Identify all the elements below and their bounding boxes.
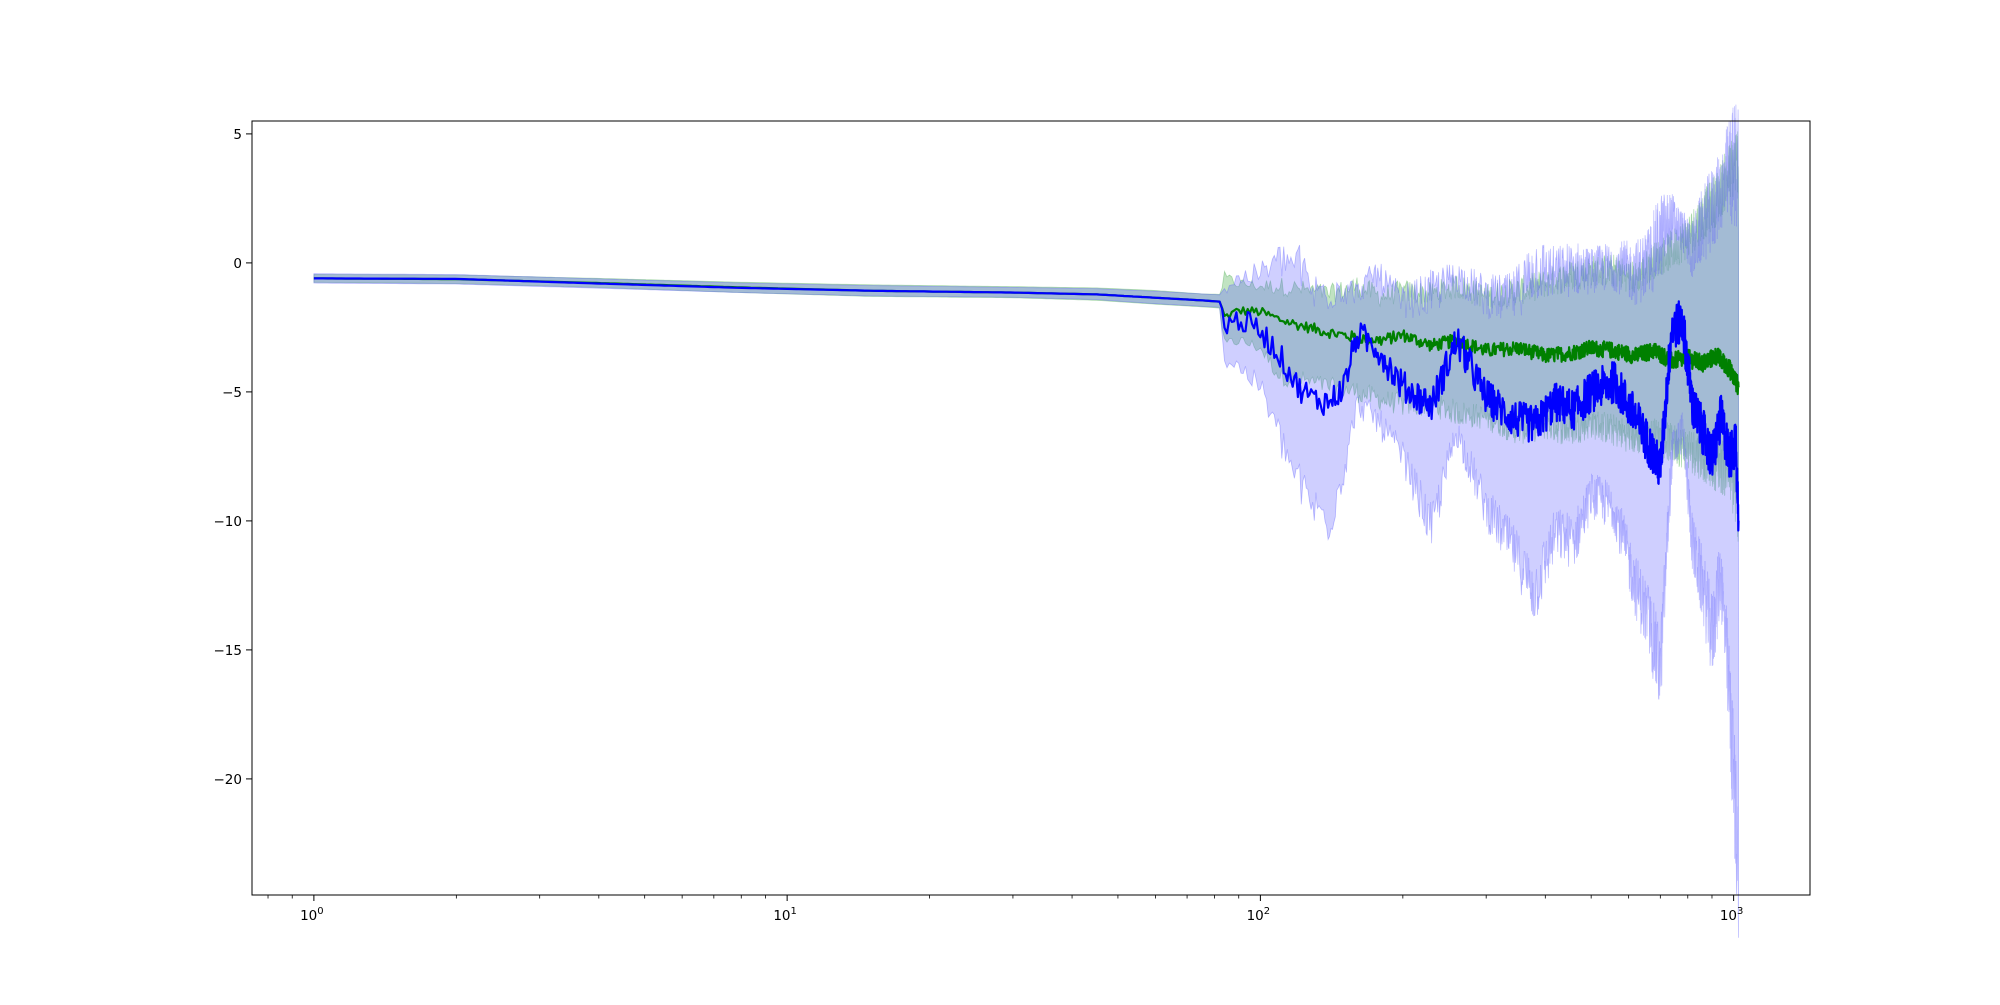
series-1-line	[313, 277, 1740, 532]
x-tick-label: 101	[773, 906, 797, 924]
bands-layer	[313, 104, 1739, 938]
y-tick-label: −10	[214, 514, 243, 530]
y-tick-label: 0	[233, 256, 242, 272]
y-tick-label: −5	[222, 385, 242, 401]
plot-frame	[251, 120, 1811, 896]
lines-layer	[313, 277, 1740, 532]
x-tick-label: 103	[1720, 906, 1744, 924]
x-tick-label: 102	[1247, 906, 1271, 924]
series-1-band	[313, 104, 1739, 938]
axes-layer: 5 0 −5 −10 −15 −20 100 101 102 103	[214, 120, 1811, 924]
y-tick-label: −20	[214, 772, 243, 788]
y-tick-label: 5	[233, 127, 242, 143]
y-tick-label: −15	[214, 643, 243, 659]
x-tick-label: 100	[300, 906, 324, 924]
